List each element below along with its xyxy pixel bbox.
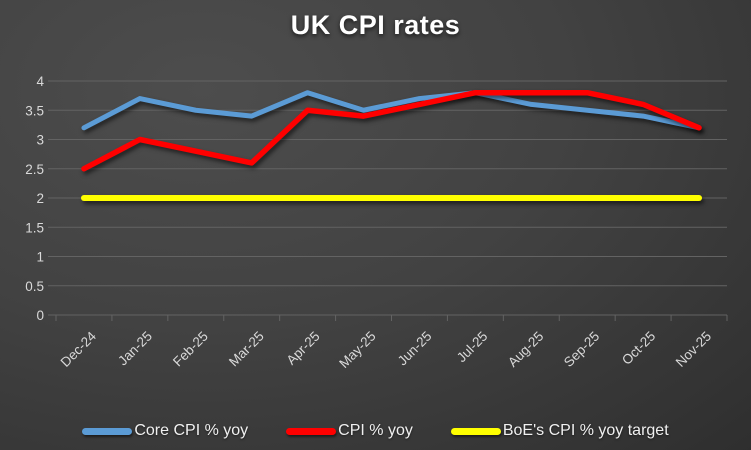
svg-text:0: 0 bbox=[36, 308, 44, 323]
legend-label-cpi: CPI % yoy bbox=[338, 422, 413, 439]
svg-text:3.5: 3.5 bbox=[25, 103, 44, 118]
svg-text:Aug-25: Aug-25 bbox=[505, 329, 546, 370]
svg-text:Dec-24: Dec-24 bbox=[58, 328, 100, 370]
svg-text:Jan-25: Jan-25 bbox=[115, 329, 155, 369]
svg-text:Jun-25: Jun-25 bbox=[395, 329, 435, 369]
legend-swatch-cpi-icon bbox=[286, 427, 337, 435]
svg-text:1: 1 bbox=[36, 250, 44, 265]
legend-item-core-cpi: Core CPI % yoy bbox=[82, 422, 248, 440]
svg-text:0.5: 0.5 bbox=[25, 279, 44, 294]
legend: Core CPI % yoy CPI % yoy BoE's CPI % yoy… bbox=[0, 422, 751, 440]
svg-text:May-25: May-25 bbox=[336, 329, 378, 371]
legend-item-cpi: CPI % yoy bbox=[286, 422, 413, 440]
svg-text:2: 2 bbox=[36, 191, 44, 206]
legend-item-boe-target: BoE's CPI % yoy target bbox=[450, 422, 669, 440]
svg-text:2.5: 2.5 bbox=[25, 162, 44, 177]
svg-text:4: 4 bbox=[36, 74, 44, 89]
svg-text:1.5: 1.5 bbox=[25, 220, 44, 235]
svg-text:3: 3 bbox=[36, 133, 44, 148]
svg-text:Sep-25: Sep-25 bbox=[561, 329, 602, 370]
svg-text:Nov-25: Nov-25 bbox=[673, 329, 714, 370]
legend-swatch-core-cpi-icon bbox=[82, 427, 133, 435]
chart-title: UK CPI rates bbox=[290, 10, 461, 40]
svg-text:Feb-25: Feb-25 bbox=[170, 329, 211, 370]
svg-text:Mar-25: Mar-25 bbox=[226, 329, 267, 370]
legend-swatch-boe-target-icon bbox=[450, 427, 501, 435]
svg-text:Oct-25: Oct-25 bbox=[619, 329, 658, 368]
legend-label-core-cpi: Core CPI % yoy bbox=[134, 422, 249, 439]
svg-text:Jul-25: Jul-25 bbox=[454, 329, 491, 366]
legend-label-boe-target: BoE's CPI % yoy target bbox=[502, 422, 669, 439]
svg-text:Apr-25: Apr-25 bbox=[283, 329, 322, 368]
